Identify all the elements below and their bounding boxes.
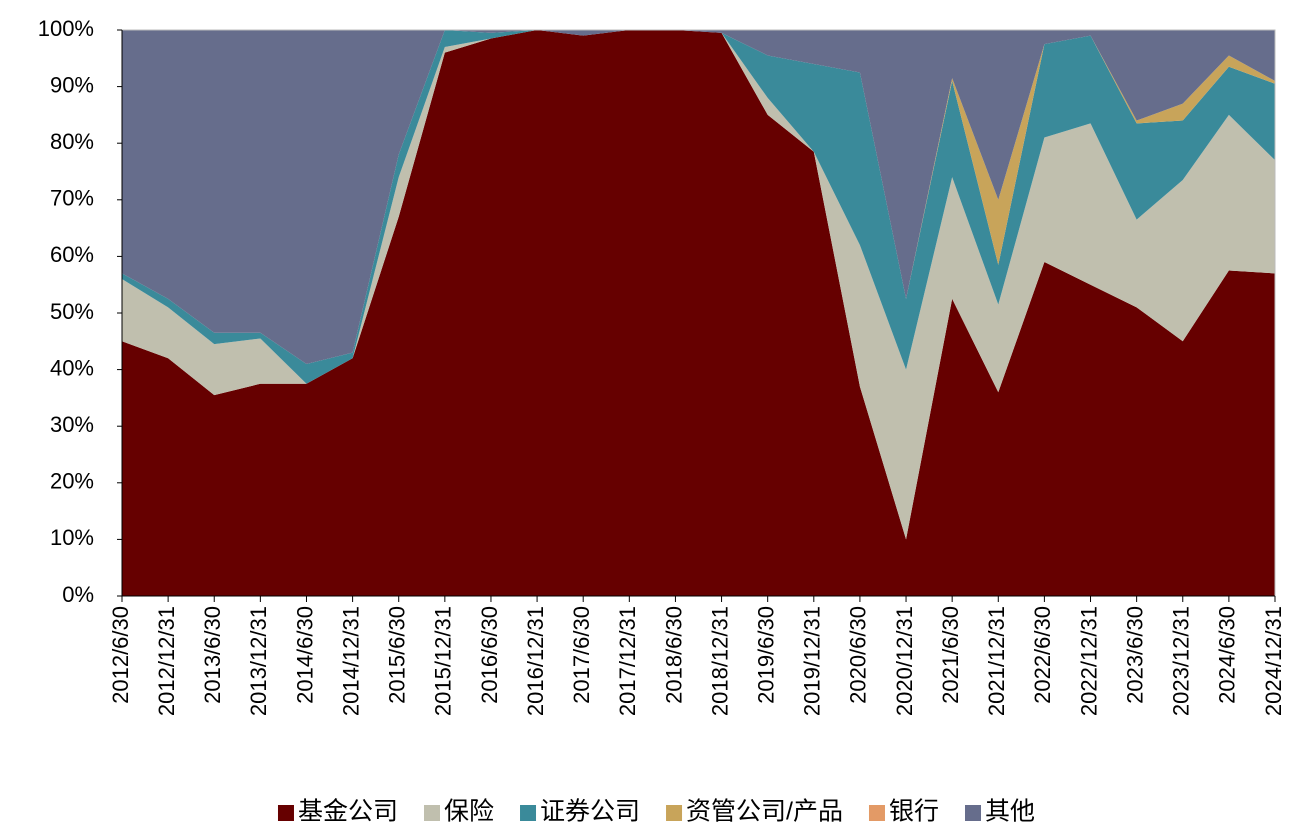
x-tick-label: 2012/12/31 [154, 606, 179, 716]
y-tick-label: 30% [50, 412, 94, 437]
y-tick-label: 20% [50, 469, 94, 494]
x-tick-label: 2017/12/31 [615, 606, 640, 716]
legend-swatch [965, 805, 981, 821]
legend-label: 其他 [985, 798, 1035, 826]
x-tick-label: 2016/12/31 [523, 606, 548, 716]
legend-swatch [277, 805, 294, 821]
x-tick-label: 2023/6/30 [1122, 606, 1147, 704]
x-tick-label: 2018/12/31 [707, 606, 732, 716]
x-tick-label: 2021/12/31 [984, 606, 1009, 716]
legend-item: 银行 [868, 798, 939, 826]
legend-item: 保险 [424, 798, 494, 826]
x-tick-label: 2015/6/30 [385, 606, 410, 704]
x-tick-label: 2022/12/31 [1076, 606, 1101, 716]
y-tick-label: 60% [50, 242, 94, 267]
legend-label: 保险 [444, 798, 494, 826]
area [122, 30, 1275, 540]
legend-swatch [424, 805, 440, 821]
legend-label: 证券公司 [540, 798, 640, 826]
y-tick-label: 10% [50, 525, 94, 550]
legend-swatch [520, 805, 537, 821]
x-tick-label: 2013/12/31 [246, 606, 271, 716]
x-tick-label: 2024/12/31 [1261, 606, 1286, 716]
x-tick-label: 2013/6/30 [200, 606, 225, 704]
x-tick-label: 2019/12/31 [800, 606, 825, 716]
legend-label: 银行 [889, 798, 939, 826]
x-tick-label: 2016/6/30 [477, 606, 502, 704]
legend-item: 资管公司/产品 [666, 798, 843, 826]
x-tick-label: 2020/12/31 [892, 606, 917, 716]
y-tick-label: 100% [38, 16, 94, 41]
x-tick-label: 2014/6/30 [292, 606, 317, 704]
legend-item: 其他 [965, 798, 1035, 826]
x-tick-label: 2023/12/31 [1169, 606, 1194, 716]
legend-swatch [666, 805, 683, 821]
area [122, 30, 1275, 596]
x-tick-label: 2022/6/30 [1030, 606, 1055, 704]
x-tick-label: 2014/12/31 [338, 606, 363, 716]
area [122, 30, 1275, 364]
x-tick-label: 2024/6/30 [1215, 606, 1240, 704]
x-tick-label: 2012/6/30 [108, 606, 133, 704]
y-tick-label: 0% [62, 582, 94, 607]
x-tick-label: 2018/6/30 [661, 606, 686, 704]
x-tick-label: 2020/6/30 [846, 606, 871, 704]
legend-label: 资管公司/产品 [686, 798, 843, 826]
legend-item: 证券公司 [520, 798, 640, 826]
legend-item: 基金公司 [277, 798, 398, 826]
legend-swatch [868, 805, 885, 821]
x-tick-label: 2019/6/30 [753, 606, 778, 704]
y-tick-label: 50% [50, 299, 94, 324]
x-tick-label: 2021/6/30 [938, 606, 963, 704]
y-tick-label: 90% [50, 72, 94, 97]
legend-label: 基金公司 [298, 798, 398, 826]
x-tick-label: 2017/6/30 [569, 606, 594, 704]
y-tick-label: 40% [50, 355, 94, 380]
y-tick-label: 80% [50, 129, 94, 154]
y-tick-label: 70% [50, 186, 94, 211]
x-tick-label: 2015/12/31 [431, 606, 456, 716]
